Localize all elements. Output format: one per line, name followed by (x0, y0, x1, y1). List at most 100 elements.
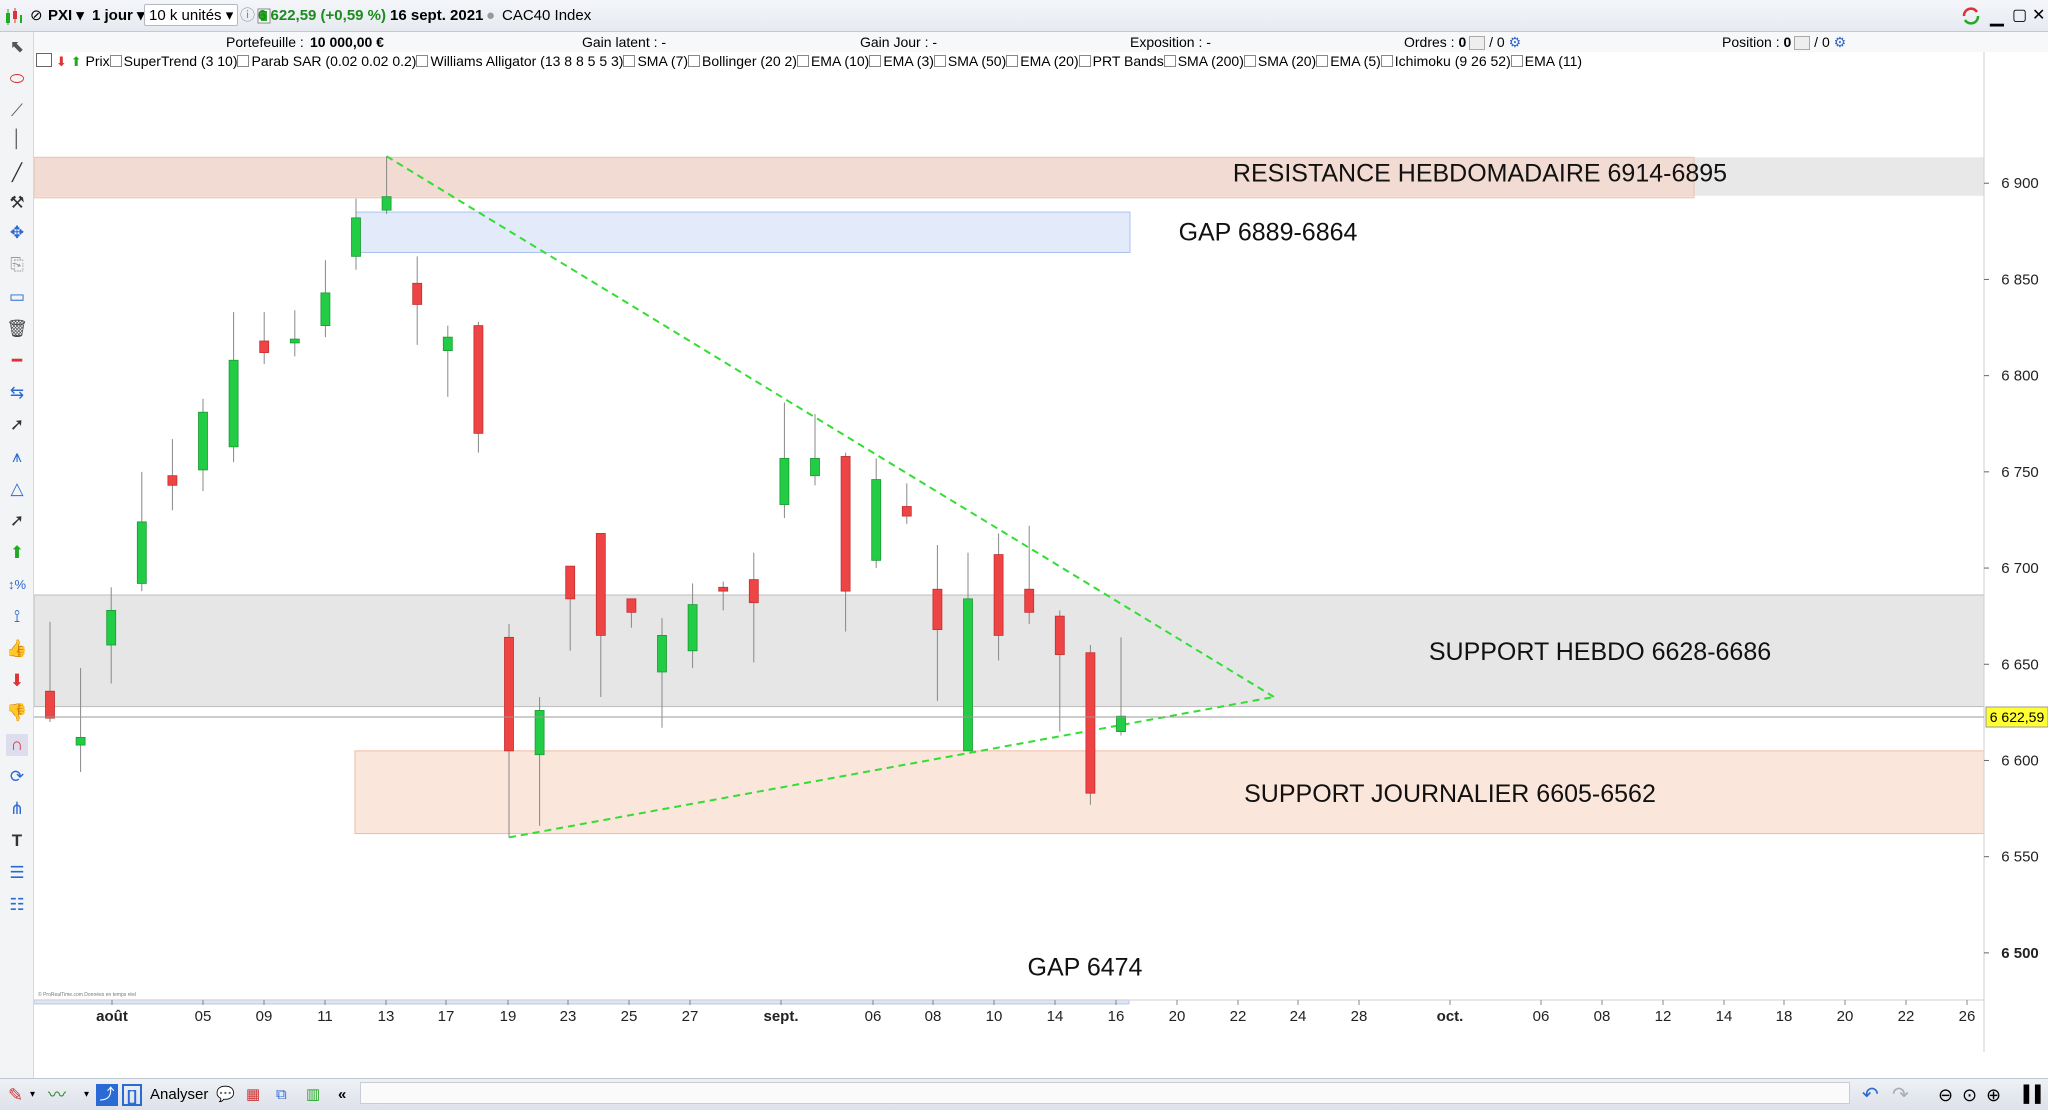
down-arrow-icon[interactable]: ⬇ (9, 671, 25, 690)
copy-icon[interactable]: ⎘ (10, 255, 24, 274)
candle[interactable] (534, 710, 545, 756)
indicator-item[interactable]: SuperTrend (3 10) (109, 53, 237, 69)
candle[interactable] (259, 340, 270, 353)
maximize-icon[interactable]: ▢ (2012, 7, 2028, 24)
indicator-checkbox[interactable] (416, 55, 429, 67)
brackets-icon[interactable]: [] (122, 1084, 142, 1106)
candle[interactable] (198, 411, 208, 471)
cursor-icon[interactable]: ⬉ (9, 37, 25, 56)
indicator-item[interactable]: SMA (7) (623, 53, 688, 69)
indicator-checkbox[interactable] (1510, 55, 1523, 67)
screens-icon[interactable]: ⧉ (276, 1086, 287, 1103)
candle[interactable] (1054, 615, 1065, 656)
indicator-checkbox[interactable] (1380, 55, 1393, 67)
indicator-checkbox[interactable] (109, 55, 122, 67)
plot-area[interactable] (34, 52, 1984, 1052)
black-arrow-icon[interactable]: ➚ (9, 511, 25, 530)
candle[interactable] (289, 338, 300, 344)
up-arrow-icon[interactable]: ⬆ (9, 543, 25, 562)
candle[interactable] (932, 588, 943, 631)
indicator-checkbox[interactable] (688, 55, 701, 67)
candle[interactable] (779, 457, 790, 505)
candle[interactable] (901, 506, 912, 517)
text-tool-icon[interactable]: T (11, 831, 23, 850)
trendline-lower[interactable] (508, 695, 1275, 839)
collapse-icon[interactable]: « (338, 1086, 347, 1103)
candle[interactable] (687, 604, 698, 652)
candle[interactable] (45, 690, 55, 719)
refresh-icon[interactable] (1960, 6, 1982, 26)
candle[interactable] (473, 325, 484, 434)
thumbs-up-icon[interactable]: 👍 (6, 639, 28, 658)
candle[interactable] (504, 636, 514, 752)
candle[interactable] (748, 579, 759, 604)
vertical-line-icon[interactable]: │ (11, 129, 23, 148)
candle[interactable] (565, 565, 576, 600)
ellipse-tool-icon[interactable]: ⬭ (9, 69, 25, 88)
timeframe-select[interactable]: 1 jour ▾ (92, 7, 145, 24)
indicator-item[interactable]: Williams Alligator (13 8 8 5 5 3) (416, 53, 623, 69)
candle[interactable] (381, 196, 392, 211)
zoom-out-icon[interactable]: ⊖ (1938, 1085, 1954, 1105)
indicator-item[interactable]: SMA (50) (933, 53, 1006, 69)
indicator-item[interactable]: EMA (3) (869, 53, 934, 69)
candle[interactable] (1024, 588, 1035, 613)
bars-icon[interactable]: ▥ (306, 1086, 321, 1103)
indicator-checkbox[interactable] (1163, 55, 1176, 67)
fib-fan-icon[interactable]: ⟟ (13, 607, 21, 626)
dropdown2-icon[interactable]: ▾ (84, 1089, 90, 1100)
candle[interactable] (626, 598, 637, 613)
channel-icon[interactable]: ⇆ (9, 383, 25, 402)
move-icon[interactable]: ✥ (9, 223, 25, 242)
share-icon[interactable]: ⤴ (96, 1084, 118, 1106)
sell-icon[interactable]: ⬇ (55, 54, 67, 69)
dropdown-icon[interactable]: ▾ (30, 1089, 36, 1100)
indicator-item[interactable]: EMA (5) (1316, 53, 1381, 69)
indicator-item[interactable]: SMA (20) (1243, 53, 1316, 69)
window-icon[interactable] (36, 53, 52, 67)
indicator-item[interactable]: EMA (20) (1006, 53, 1079, 69)
candle[interactable] (595, 533, 606, 636)
pitchfork-icon[interactable]: ⋔ (9, 799, 25, 818)
indicator-item[interactable]: PRT Bands (1078, 53, 1164, 69)
candle[interactable] (871, 479, 882, 561)
indicator-checkbox[interactable] (623, 55, 636, 67)
pointer-cycle-icon[interactable]: ⟳ (9, 767, 25, 786)
indicator-checkbox[interactable] (1078, 55, 1091, 67)
zoom-in-icon[interactable]: ⊕ (1986, 1085, 2002, 1105)
trendline-icon[interactable]: ╱ (11, 163, 23, 182)
indicator-checkbox[interactable] (1006, 55, 1019, 67)
orders-settings-icon[interactable]: ⚙ (1508, 34, 1522, 50)
symbol-select[interactable]: PXI ▾ (48, 7, 84, 24)
thumbs-down-icon[interactable]: 👎 (6, 703, 28, 722)
minimize-icon[interactable]: ▁ (1990, 6, 2004, 26)
magnet-icon[interactable]: ∩ (6, 734, 28, 756)
candle[interactable] (810, 457, 820, 477)
candle[interactable] (106, 609, 117, 646)
position-settings-icon[interactable]: ⚙ (1833, 34, 1847, 50)
price-chart[interactable]: RESISTANCE HEBDOMADAIRE 6914-6895 GAP 688… (34, 52, 2048, 1056)
candle[interactable] (1116, 715, 1126, 733)
analyser-button[interactable]: Analyser (150, 1086, 209, 1103)
info-icon[interactable]: ⓘ (240, 7, 256, 24)
candle[interactable] (320, 292, 331, 327)
candle[interactable] (442, 336, 453, 352)
horizontal-line-icon[interactable]: ━ (11, 351, 23, 370)
redo-icon[interactable]: ↷ (1892, 1084, 1909, 1106)
line-segment-icon[interactable]: ⟋ (11, 101, 23, 120)
fork-icon[interactable]: ⚒ (9, 193, 25, 212)
fib-extension-icon[interactable]: ☷ (9, 895, 25, 914)
candle[interactable] (657, 634, 667, 673)
indicator-item[interactable]: EMA (11) (1510, 53, 1582, 69)
rectangle-tool-icon[interactable]: ▭ (8, 287, 26, 306)
fib-retracement-icon[interactable]: ☰ (9, 863, 25, 882)
candle[interactable] (963, 598, 973, 752)
undo-icon[interactable]: ↶ (1862, 1084, 1879, 1106)
candle[interactable] (136, 521, 147, 584)
chat-icon[interactable]: 💬 (216, 1086, 235, 1103)
percent-tool-icon[interactable]: ↕% (7, 577, 27, 592)
candle[interactable] (351, 217, 361, 257)
orders-cancel-icon[interactable] (1469, 36, 1486, 51)
candle[interactable] (412, 282, 423, 305)
candle[interactable] (1085, 652, 1096, 794)
